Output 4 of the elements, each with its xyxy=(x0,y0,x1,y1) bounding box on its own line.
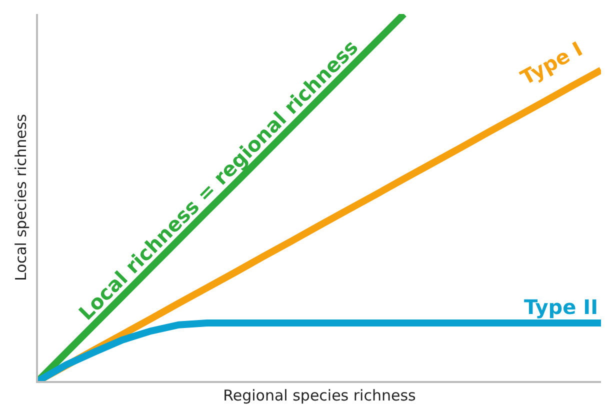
x-axis-title: Regional species richness xyxy=(223,386,416,404)
text: Type I xyxy=(516,36,586,90)
series-label: Type II xyxy=(524,295,598,319)
y-axis-title: Local species richness xyxy=(12,114,30,281)
